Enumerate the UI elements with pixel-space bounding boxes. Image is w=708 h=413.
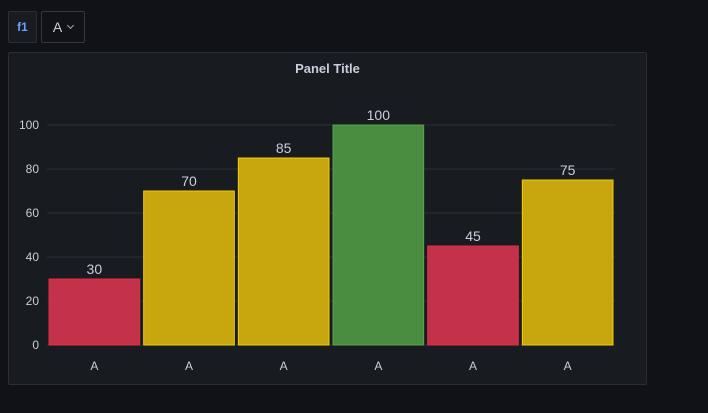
bar-value-label: 70 <box>181 173 197 189</box>
bar-value-label: 30 <box>87 261 103 277</box>
bar-chart: 0 20 40 60 80 100 30 A 70 A 85 A 100 A 45 A 75 A <box>19 107 615 373</box>
bar-value-label: 75 <box>560 162 576 178</box>
panel-title[interactable]: Panel Title <box>295 61 360 76</box>
bar[interactable] <box>237 157 330 346</box>
variable-label: f1 <box>8 11 37 43</box>
y-tick-label: 40 <box>26 250 40 264</box>
variable-select[interactable]: A <box>41 11 85 43</box>
bar-value-label: 85 <box>276 140 292 156</box>
y-tick-label: 60 <box>26 206 40 220</box>
bar[interactable] <box>143 190 235 346</box>
bar-value-label: 100 <box>367 107 391 123</box>
chart-panel: Panel Title 0 20 40 60 80 100 30 A 70 A 85 A 100 A 45 A… <box>8 52 647 385</box>
bar[interactable] <box>332 124 425 346</box>
y-tick-label: 100 <box>19 118 39 132</box>
y-tick-label: 80 <box>26 162 40 176</box>
x-tick-label: A <box>280 359 288 373</box>
chevron-down-icon <box>67 21 75 30</box>
bar-value-label: 45 <box>465 228 481 244</box>
variable-select-value: A <box>52 19 63 35</box>
variable-bar: f1 A <box>8 11 85 43</box>
x-tick-label: A <box>564 359 572 373</box>
bar[interactable] <box>48 278 141 346</box>
bar[interactable] <box>521 179 614 346</box>
y-tick-label: 20 <box>26 294 40 308</box>
x-tick-label: A <box>90 359 98 373</box>
x-tick-label: A <box>469 359 477 373</box>
x-tick-label: A <box>374 359 382 373</box>
x-tick-label: A <box>185 359 193 373</box>
y-tick-label: 0 <box>32 338 39 352</box>
bar[interactable] <box>427 245 519 346</box>
